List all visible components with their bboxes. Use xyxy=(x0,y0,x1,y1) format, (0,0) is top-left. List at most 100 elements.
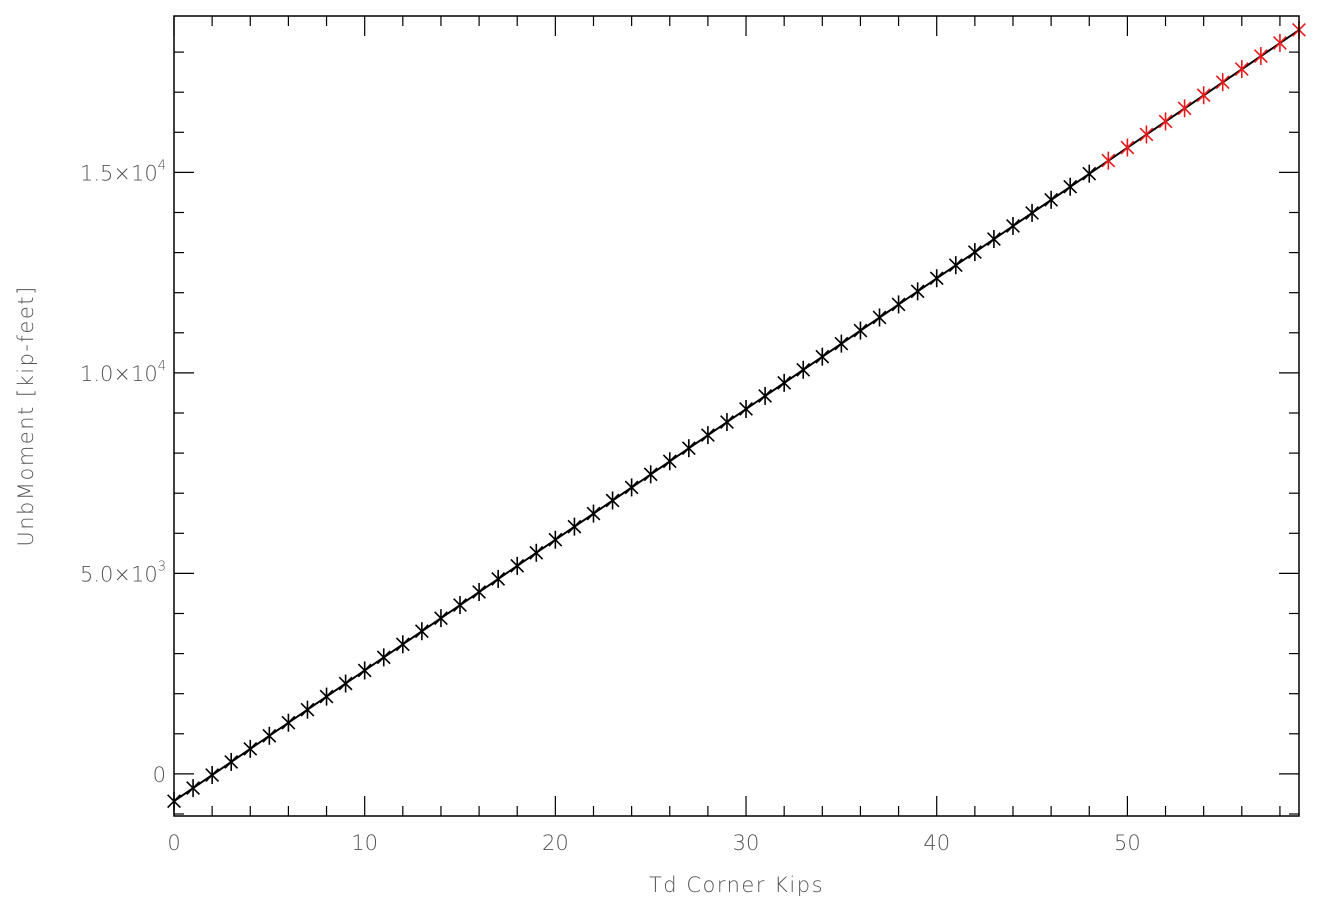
data-point xyxy=(262,726,277,745)
data-point xyxy=(605,491,620,510)
y-axis-title: UnbMoment [kip-feet] xyxy=(14,285,38,546)
data-point xyxy=(186,779,200,798)
data-point-stroke xyxy=(243,741,258,756)
data-point-stroke xyxy=(1063,179,1078,194)
data-point xyxy=(739,399,753,418)
y-tick-labels: 0 5.0×103 1.0×104 1.5×104 xyxy=(80,158,166,787)
data-point-stroke xyxy=(681,441,696,456)
data-point-stroke xyxy=(186,781,200,796)
data-point xyxy=(338,674,353,693)
data-point-stroke xyxy=(224,755,239,769)
x-tick-label: 40 xyxy=(923,831,950,855)
data-point-stroke xyxy=(853,323,868,338)
data-point xyxy=(567,517,582,536)
y-tick-label: 5.0×103 xyxy=(80,559,166,586)
data-point xyxy=(529,543,544,562)
data-point-stroke xyxy=(205,768,220,782)
data-point xyxy=(1006,216,1020,235)
data-point-stroke xyxy=(796,362,811,377)
data-point-stroke xyxy=(1139,127,1154,142)
data-point-stroke xyxy=(376,650,391,665)
data-point-stroke xyxy=(948,258,963,273)
data-point xyxy=(1177,99,1192,118)
data-point-stroke xyxy=(1196,88,1211,103)
data-point-stroke xyxy=(1101,153,1116,168)
data-point-stroke xyxy=(1082,166,1097,181)
data-point xyxy=(796,360,811,379)
data-point xyxy=(224,752,239,771)
x-tick-label: 20 xyxy=(542,831,569,855)
data-point-stroke xyxy=(891,297,906,312)
data-point-stroke xyxy=(834,336,849,351)
data-point xyxy=(205,766,220,785)
x-tick-label: 0 xyxy=(167,831,180,855)
data-point xyxy=(1234,60,1249,79)
data-point xyxy=(967,243,982,262)
plot-frame xyxy=(173,15,1300,817)
data-point-stroke xyxy=(986,232,1001,246)
data-point xyxy=(662,452,677,471)
data-point xyxy=(319,687,334,706)
data-point xyxy=(1044,190,1059,209)
data-point-stroke xyxy=(567,519,582,534)
x-tick-labels: 0 10 20 30 40 50 xyxy=(167,831,1140,855)
data-point-stroke xyxy=(1253,49,1268,63)
data-point xyxy=(815,347,830,366)
data-point xyxy=(472,583,487,601)
data-point-stroke xyxy=(643,467,658,482)
data-point xyxy=(376,648,391,667)
major-ticks xyxy=(173,16,1299,816)
data-point xyxy=(834,334,849,353)
data-point xyxy=(1273,33,1287,52)
data-point-stroke xyxy=(720,415,734,429)
data-point xyxy=(1196,86,1211,105)
data-points xyxy=(167,20,1306,811)
data-point xyxy=(300,700,315,719)
data-point xyxy=(1215,73,1230,92)
data-point xyxy=(586,504,601,523)
data-point-stroke xyxy=(662,454,677,469)
data-point-stroke xyxy=(262,728,277,743)
data-point-stroke xyxy=(414,624,429,639)
data-point-stroke xyxy=(300,702,315,717)
data-point-stroke xyxy=(357,663,372,678)
x-tick-label: 10 xyxy=(351,831,378,855)
data-point-stroke xyxy=(319,689,334,704)
data-point-stroke xyxy=(1273,36,1287,50)
data-point-stroke xyxy=(872,310,887,325)
y-tick-label: 1.0×104 xyxy=(80,359,166,386)
data-point xyxy=(453,596,467,615)
data-point-stroke xyxy=(1044,192,1059,207)
data-point xyxy=(929,269,944,288)
data-point-stroke xyxy=(815,349,830,364)
data-point xyxy=(414,622,429,641)
data-point-stroke xyxy=(281,715,296,730)
x-tick-label: 30 xyxy=(733,831,760,855)
data-point xyxy=(1158,112,1173,131)
data-point-stroke xyxy=(1234,62,1249,77)
data-point-stroke xyxy=(1158,114,1173,129)
data-point xyxy=(281,713,296,732)
data-point xyxy=(891,295,906,314)
data-point-stroke xyxy=(1177,101,1192,116)
x-tick-label: 50 xyxy=(1114,831,1141,855)
data-point xyxy=(853,321,868,340)
data-point-stroke xyxy=(967,245,982,260)
data-point-stroke xyxy=(1006,219,1020,233)
data-point-stroke xyxy=(1025,205,1039,220)
data-point xyxy=(1120,138,1135,157)
data-point-stroke xyxy=(548,532,563,547)
data-point-stroke xyxy=(491,571,506,586)
data-point-stroke xyxy=(929,271,944,286)
data-point-stroke xyxy=(529,545,544,560)
data-point xyxy=(1101,151,1116,170)
data-point-stroke xyxy=(395,637,410,652)
y-tick-label: 1.5×104 xyxy=(80,158,166,185)
data-point xyxy=(1025,203,1039,222)
data-point-stroke xyxy=(434,611,448,626)
data-point xyxy=(910,282,925,301)
data-point-stroke xyxy=(1120,140,1135,155)
data-point-stroke xyxy=(453,598,467,613)
data-point-stroke xyxy=(472,585,487,599)
